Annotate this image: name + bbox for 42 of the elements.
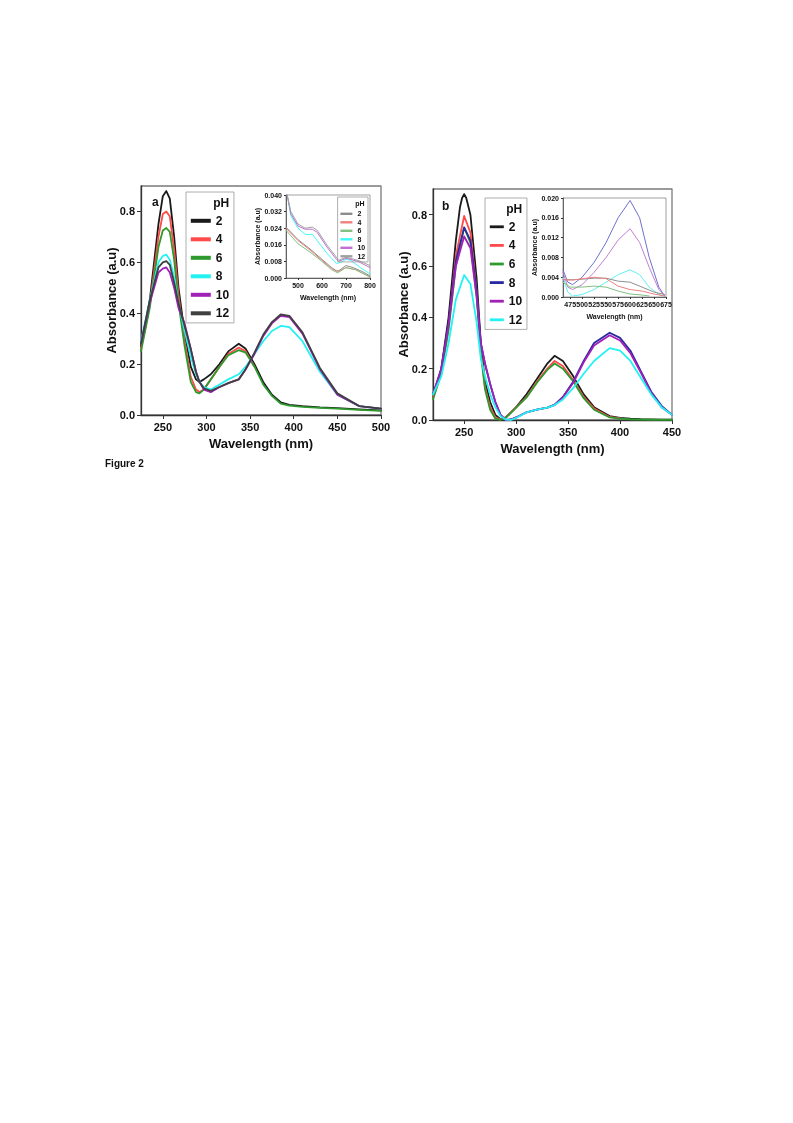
x-tick-label: 250 [454, 425, 474, 438]
legend-label: 6 [215, 250, 223, 265]
legend-title: pH [506, 201, 523, 216]
legend-label: 10 [508, 294, 523, 309]
y-tick-label: 0.4 [119, 307, 136, 320]
y-tick-label: 0.0 [119, 409, 135, 421]
y-tick-label: 0.4 [411, 311, 428, 324]
annotation: a [152, 195, 159, 209]
x-tick-label: 300 [506, 425, 526, 438]
legend-label: 4 [215, 232, 223, 247]
legend-label: 2 [215, 213, 223, 228]
legend-label: 8 [508, 275, 516, 290]
x-axis-title: Wavelength (nm) [208, 436, 314, 451]
y-tick-label: 0.0 [411, 414, 427, 426]
y-tick-label: 0.8 [411, 208, 427, 221]
x-tick-label: 350 [558, 425, 578, 438]
x-tick-label: 350 [240, 420, 260, 433]
y-tick-label: 0.6 [119, 256, 135, 269]
x-axis-title: Wavelength (nm) [500, 441, 605, 456]
legend-label: 2 [508, 219, 516, 234]
y-tick-label: 0.2 [411, 362, 427, 375]
caption: Figure 2 [105, 457, 145, 469]
legend-label: 12 [215, 306, 230, 321]
x-tick-label: 300 [197, 420, 216, 433]
x-tick-label: 450 [662, 425, 682, 438]
x-tick-label: 500 [371, 420, 391, 433]
x-tick-label: 400 [284, 420, 303, 433]
legend-label: 8 [215, 269, 223, 284]
legend-label: 4 [508, 238, 516, 253]
y-axis-title: Absorbance (a.u) [103, 247, 119, 354]
x-tick-label: 400 [610, 425, 630, 438]
annotation: b [442, 199, 450, 213]
y-tick-label: 0.6 [411, 260, 427, 272]
x-tick-label: 450 [328, 420, 347, 433]
legend-label: 10 [215, 287, 230, 302]
y-axis-title: Absorbance (a.u) [395, 251, 411, 358]
y-tick-label: 0.8 [119, 205, 135, 218]
legend-title: pH [213, 195, 230, 210]
y-tick-label: 0.2 [119, 358, 135, 371]
legend-label: 6 [508, 257, 516, 271]
x-tick-label: 250 [153, 420, 172, 433]
legend-label: 12 [508, 312, 523, 327]
